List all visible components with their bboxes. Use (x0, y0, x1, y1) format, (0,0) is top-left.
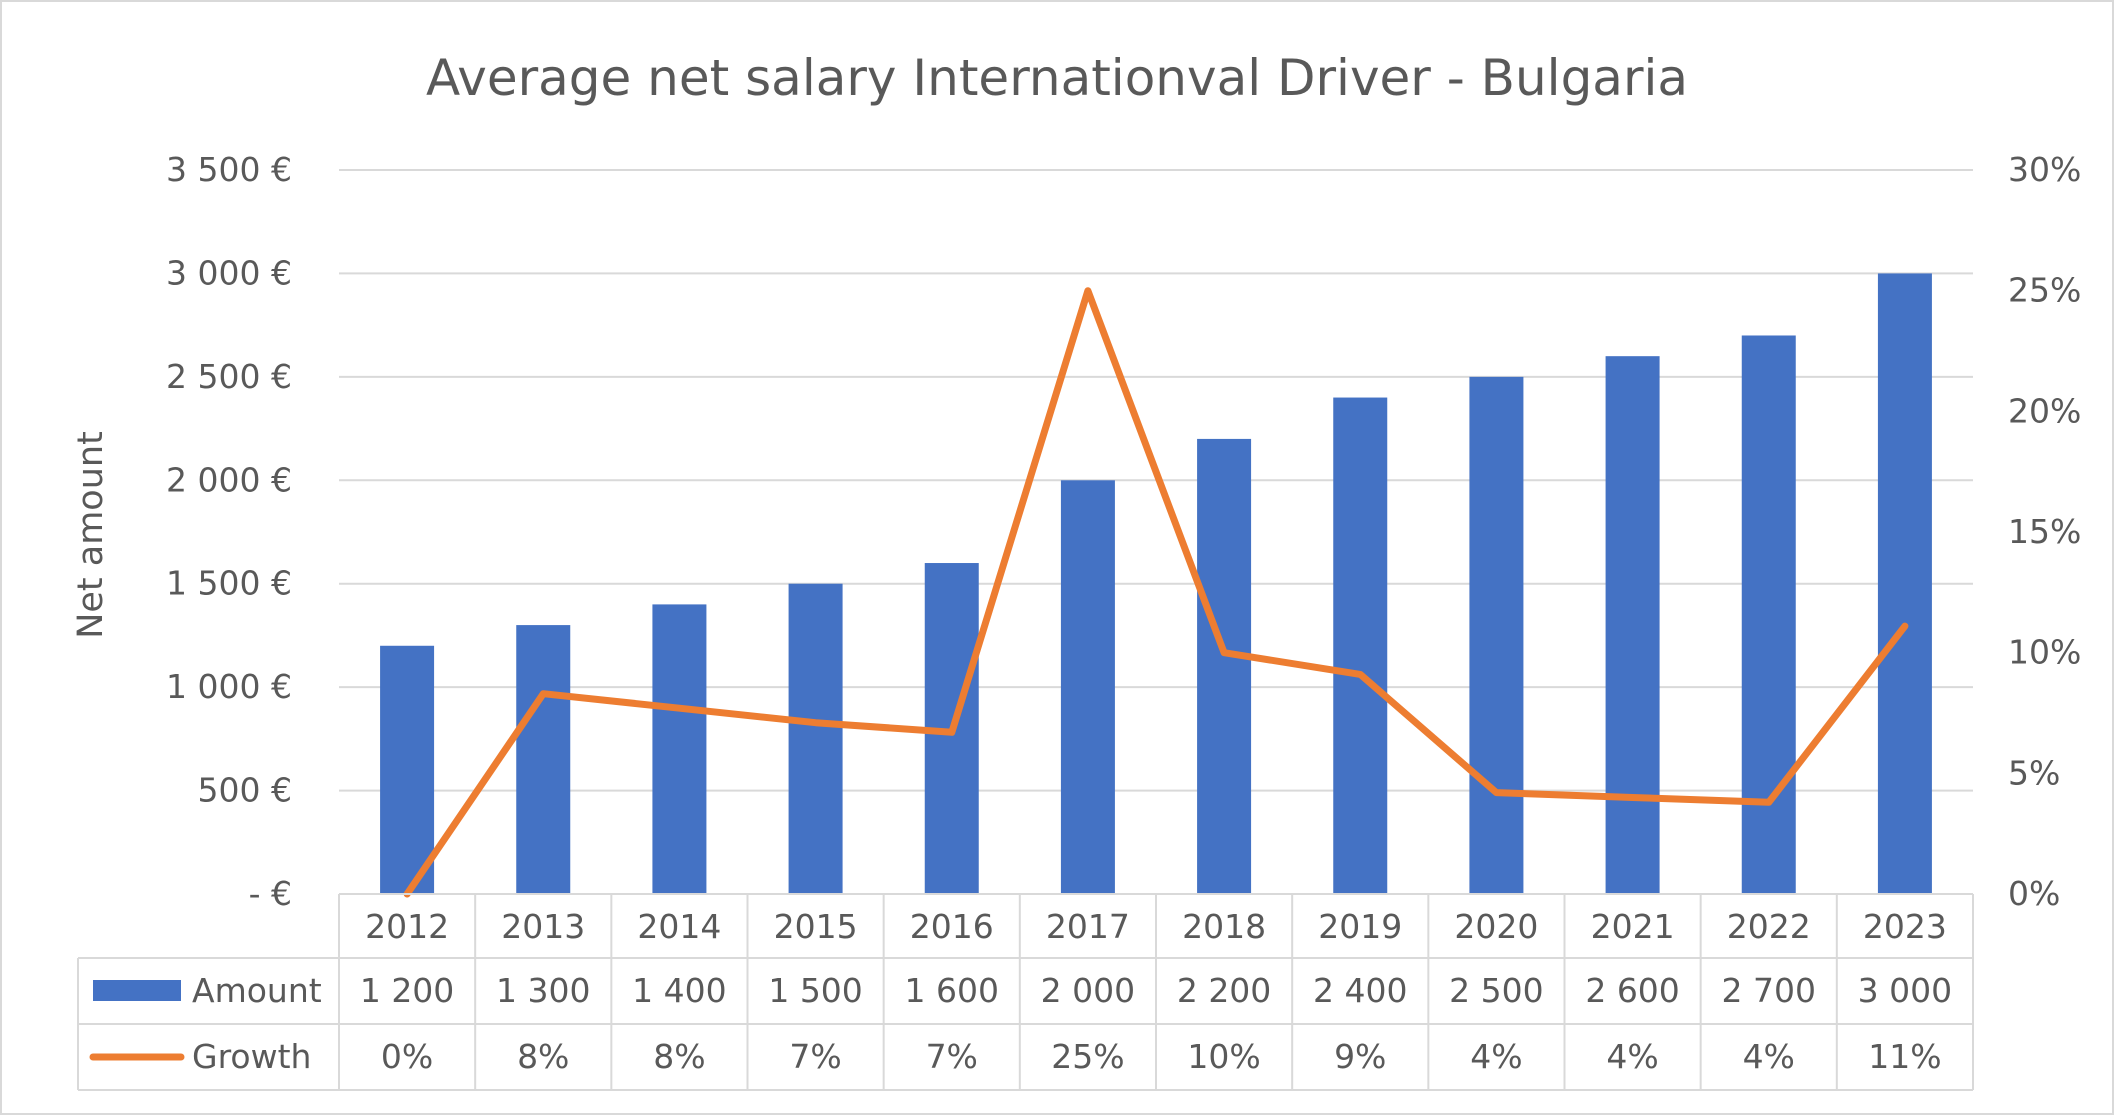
y-axis-title: Net amount (71, 431, 111, 639)
bar-2017 (1060, 480, 1115, 894)
right-tick-label: 30% (2008, 150, 2081, 189)
bar-2012 (380, 645, 435, 894)
growth-line (403, 287, 1909, 898)
x-tick-label: 2023 (1863, 907, 1947, 946)
table-cell-growth: 8% (517, 1037, 569, 1076)
data-table: Amount Growth 2012 1 200 0% 2013 1 300 8% 2014 1 … (77, 893, 1974, 1091)
table-cell-amount: 1 400 (632, 971, 726, 1010)
table-cell-growth: 0% (381, 1037, 433, 1076)
left-tick-label: 500 € (198, 771, 292, 810)
right-axis-ticks: 0% 5% 10% 15% 20% 25% 30% (2008, 150, 2081, 913)
table-cell-amount: 3 000 (1858, 971, 1952, 1010)
x-tick-label: 2022 (1727, 907, 1811, 946)
table-cell-growth: 4% (1470, 1037, 1522, 1076)
left-tick-label: - € (249, 874, 292, 913)
right-tick-label: 10% (2008, 633, 2081, 672)
left-tick-label: 2 000 € (166, 460, 292, 499)
table-cell-growth: 8% (653, 1037, 705, 1076)
table-cell-amount: 1 600 (905, 971, 999, 1010)
table-cell-amount: 2 700 (1722, 971, 1816, 1010)
bar-2019 (1333, 397, 1388, 894)
table-cell-growth: 9% (1334, 1037, 1386, 1076)
x-tick-label: 2015 (774, 907, 858, 946)
right-tick-label: 5% (2008, 753, 2060, 792)
x-tick-label: 2016 (910, 907, 994, 946)
table-cell-growth: 25% (1051, 1037, 1124, 1076)
bar-2022 (1741, 335, 1796, 894)
bar-2013 (516, 625, 571, 894)
table-cell-amount: 2 600 (1585, 971, 1679, 1010)
table-cell-amount: 1 300 (496, 971, 590, 1010)
legend-label-growth: Growth (192, 1037, 311, 1076)
bar-2015 (788, 583, 843, 894)
x-tick-label: 2021 (1591, 907, 1675, 946)
left-tick-label: 3 000 € (166, 253, 292, 292)
right-tick-label: 20% (2008, 391, 2081, 430)
table-cell-growth: 7% (926, 1037, 978, 1076)
table-cell-amount: 2 200 (1177, 971, 1271, 1010)
table-cell-growth: 4% (1743, 1037, 1795, 1076)
left-axis-ticks: - € 500 € 1 000 € 1 500 € 2 000 € 2 500 € 3 00… (166, 150, 292, 913)
right-tick-label: 0% (2008, 874, 2060, 913)
bar-2014 (652, 604, 707, 894)
table-cell-amount: 1 200 (360, 971, 454, 1010)
bar-2020 (1469, 376, 1524, 894)
right-tick-label: 25% (2008, 271, 2081, 310)
table-cell-amount: 2 500 (1449, 971, 1543, 1010)
x-tick-label: 2017 (1046, 907, 1130, 946)
table-cell-amount: 1 500 (768, 971, 862, 1010)
x-tick-label: 2018 (1182, 907, 1266, 946)
table-cell-growth: 11% (1868, 1037, 1941, 1076)
table-cell-growth: 7% (789, 1037, 841, 1076)
x-tick-label: 2019 (1318, 907, 1402, 946)
x-tick-label: 2013 (501, 907, 585, 946)
table-cell-amount: 2 000 (1041, 971, 1135, 1010)
left-tick-label: 3 500 € (166, 150, 292, 189)
legend-key-amount (93, 980, 181, 1001)
left-tick-label: 2 500 € (166, 357, 292, 396)
bar-2021 (1605, 356, 1660, 895)
table-cell-growth: 4% (1606, 1037, 1658, 1076)
right-tick-label: 15% (2008, 512, 2081, 551)
left-tick-label: 1 500 € (166, 564, 292, 603)
left-tick-label: 1 000 € (166, 667, 292, 706)
table-cell-amount: 2 400 (1313, 971, 1407, 1010)
table-cell-growth: 10% (1187, 1037, 1260, 1076)
chart-title: Average net salary Internationval Driver… (426, 49, 1688, 107)
bar-2023 (1877, 273, 1932, 894)
x-tick-label: 2012 (365, 907, 449, 946)
gridlines (339, 169, 1973, 792)
line-series-growth (403, 287, 1909, 898)
bar-2018 (1197, 438, 1252, 894)
x-tick-label: 2020 (1454, 907, 1538, 946)
legend-label-amount: Amount (192, 971, 322, 1010)
x-tick-label: 2014 (637, 907, 721, 946)
